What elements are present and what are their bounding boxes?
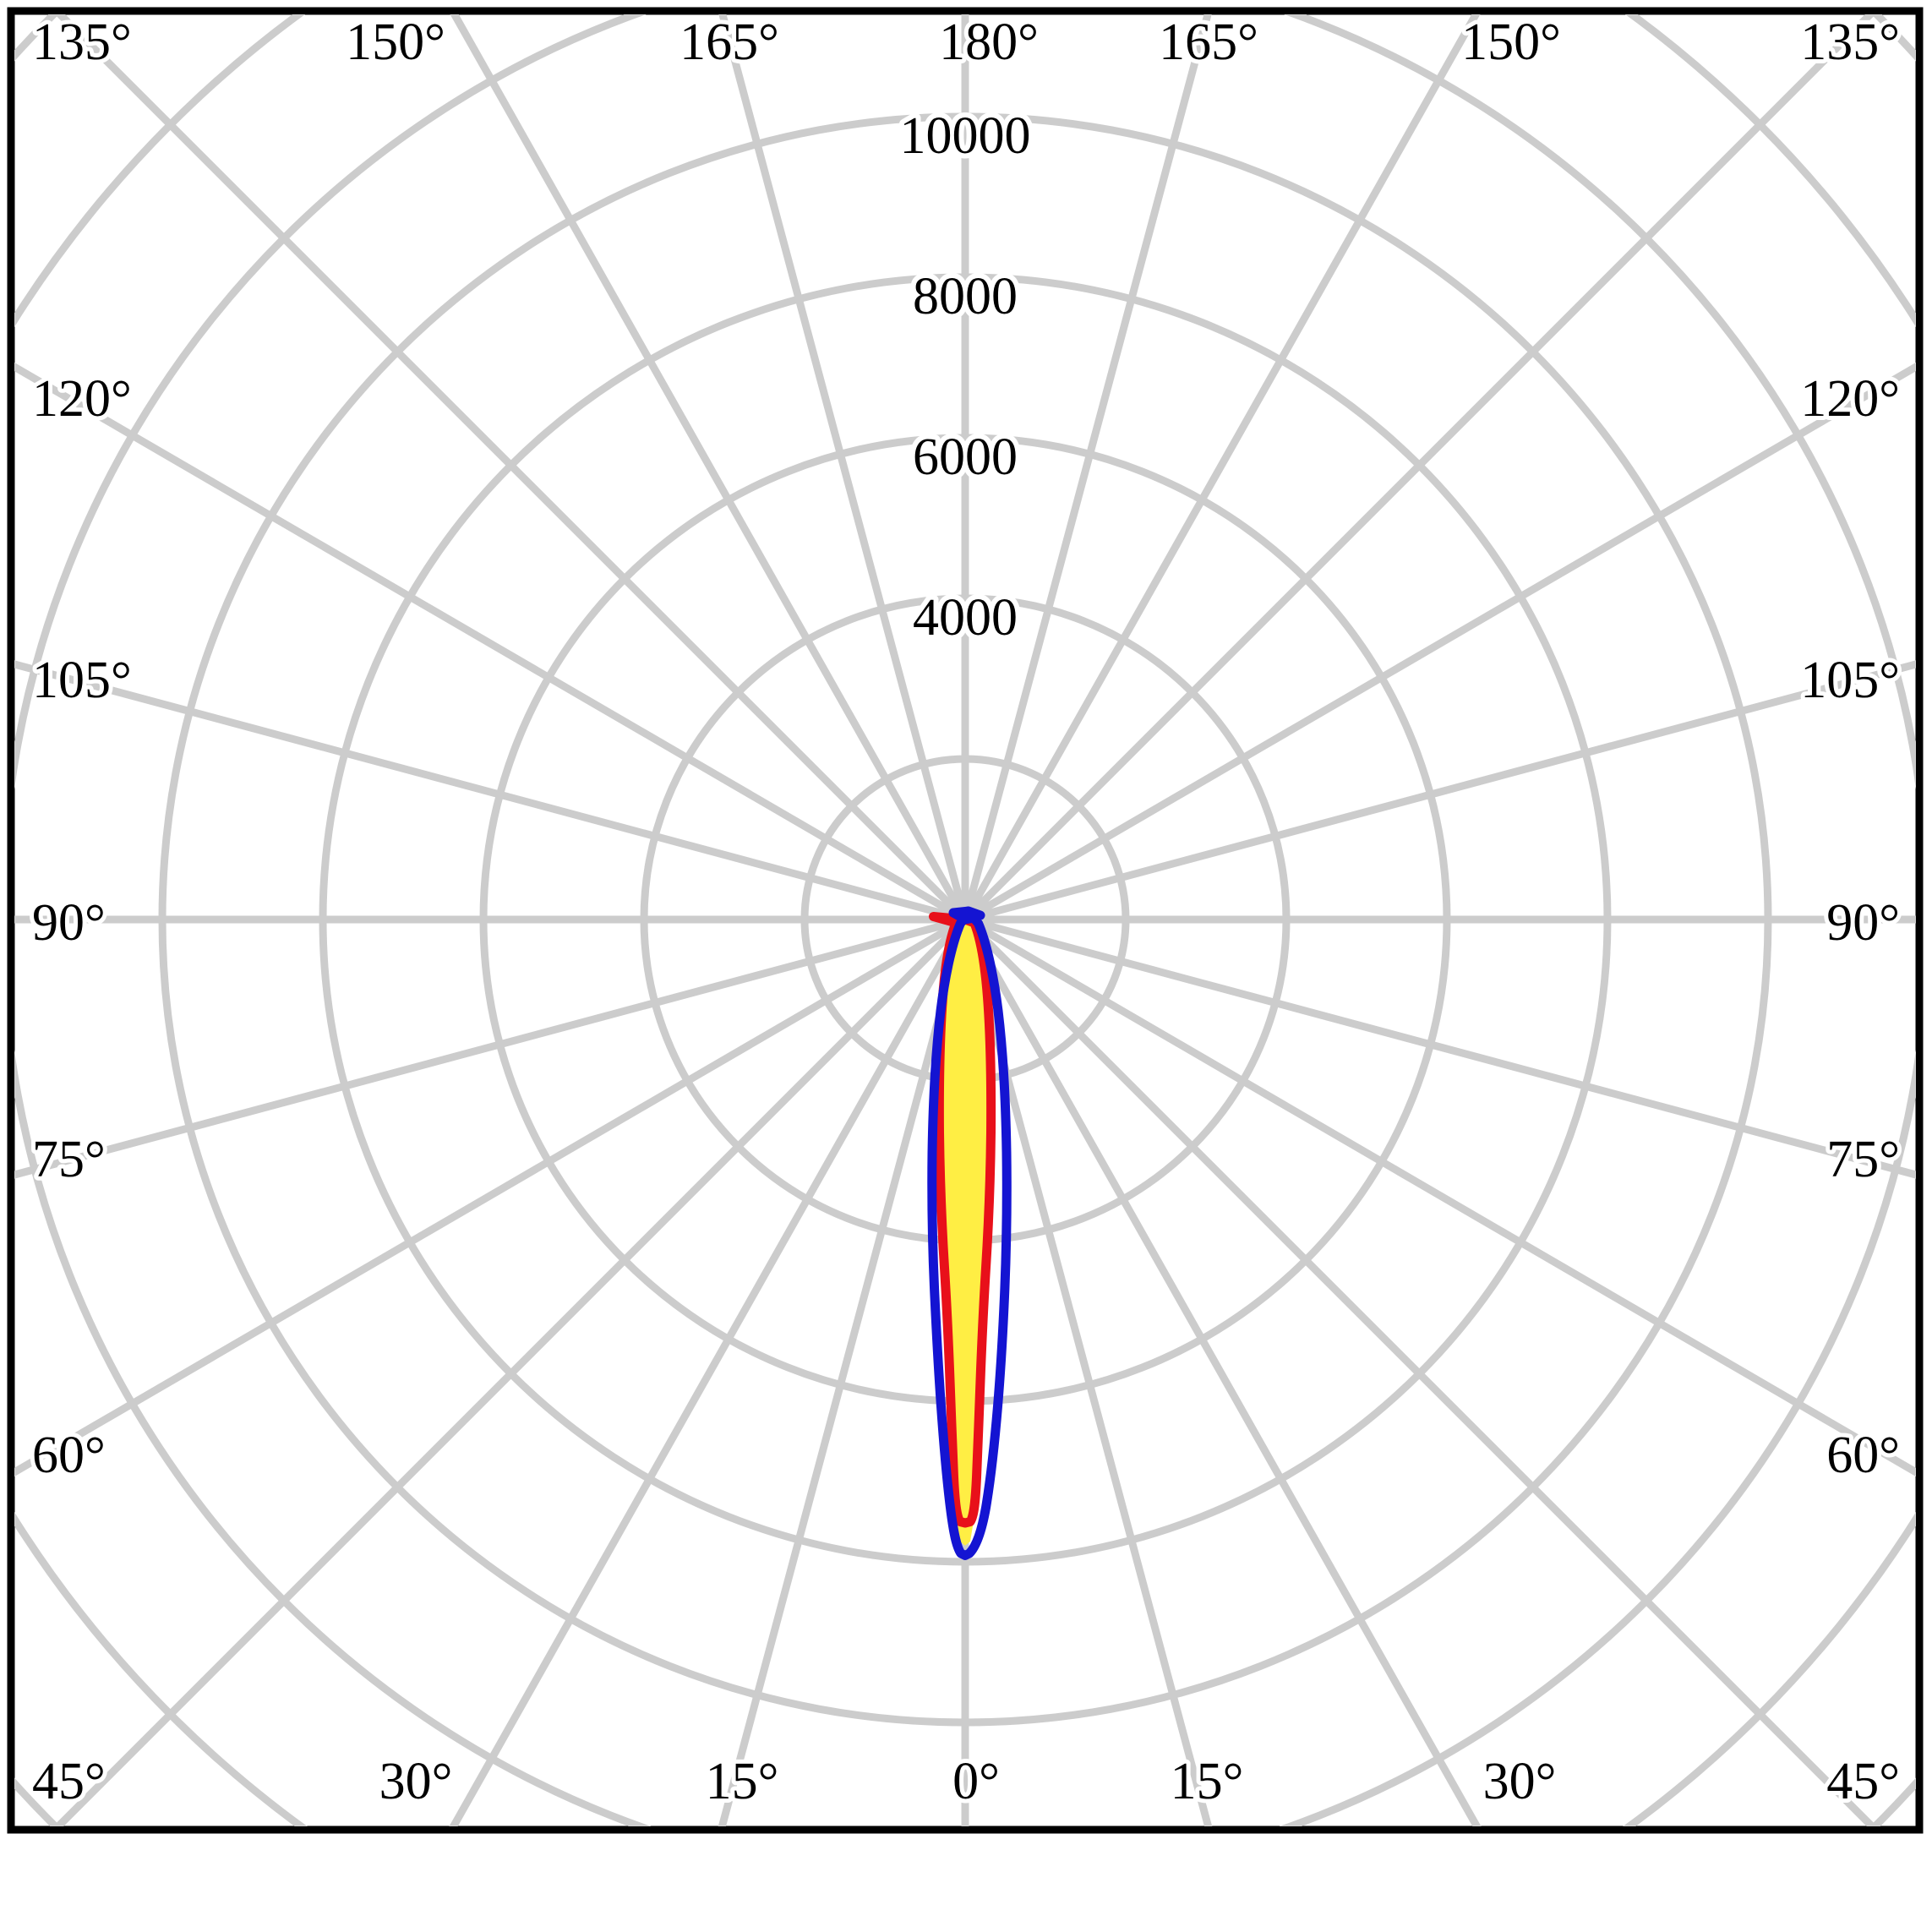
angle-label-right-120: 120° <box>1800 370 1900 428</box>
angle-label-left-90: 90° <box>32 894 106 952</box>
angle-label-right-105: 105° <box>1800 652 1900 709</box>
angle-label-bottom-45-right: 45° <box>1826 1753 1900 1810</box>
angle-label-bottom-15-right: 15° <box>1171 1753 1244 1810</box>
distribution-curves <box>927 906 1012 1560</box>
angle-label-top-165-right: 165° <box>1159 14 1258 71</box>
curve-c0-c180 <box>929 912 996 1528</box>
angular-labels-left: 120° 105° 90° 75° 60° <box>28 366 136 1488</box>
angle-label-top-180: 180° <box>939 14 1039 71</box>
angle-label-bottom-30-right: 30° <box>1483 1753 1557 1810</box>
angle-label-top-135-right: 135° <box>1800 14 1900 71</box>
radial-label-10000: 10000 <box>900 107 1031 165</box>
angle-label-left-105: 105° <box>32 652 132 709</box>
angle-label-left-120: 120° <box>32 370 132 428</box>
curve-c90-c270 <box>927 906 1012 1560</box>
angle-label-bottom-15-left: 15° <box>706 1753 779 1810</box>
angular-labels-right: 120° 105° 90° 75° 60° <box>1796 366 1904 1488</box>
angle-label-left-60: 60° <box>32 1427 106 1484</box>
angle-label-top-150-left: 150° <box>346 14 445 71</box>
radial-tick-labels: 10000 8000 6000 4000 <box>895 102 1036 652</box>
angle-label-top-150-right: 150° <box>1461 14 1561 71</box>
angle-label-top-165-left: 165° <box>679 14 779 71</box>
radial-label-4000: 4000 <box>913 589 1018 647</box>
radial-label-6000: 6000 <box>913 428 1018 486</box>
angle-label-left-75: 75° <box>32 1131 106 1188</box>
angle-label-bottom-30-left: 30° <box>379 1753 453 1810</box>
plot-frame <box>7 7 1924 1834</box>
angle-label-right-60: 60° <box>1826 1427 1900 1484</box>
angle-label-right-75: 75° <box>1826 1131 1900 1188</box>
angular-labels-bottom: 45° 30° 15° 0° 15° 30° 45° <box>28 1749 1904 1815</box>
angle-label-top-135-left: 135° <box>32 14 132 71</box>
angle-label-bottom-0: 0° <box>952 1753 1000 1810</box>
angle-label-right-90: 90° <box>1826 894 1900 952</box>
radial-label-8000: 8000 <box>913 268 1018 325</box>
angle-label-bottom-45-left: 45° <box>32 1753 106 1810</box>
angular-labels-top: 135° 150° 165° 180° 165° 150° 135° <box>28 9 1904 75</box>
